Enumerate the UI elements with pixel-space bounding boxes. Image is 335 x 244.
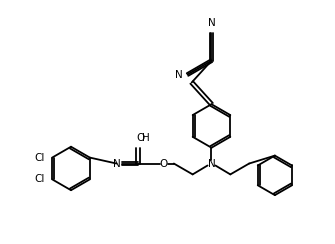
Text: N: N xyxy=(175,70,183,80)
Text: N: N xyxy=(113,159,121,169)
Text: Cl: Cl xyxy=(34,174,44,184)
Text: Cl: Cl xyxy=(34,152,44,163)
Text: N: N xyxy=(208,159,215,169)
Text: N: N xyxy=(208,18,215,28)
Text: H: H xyxy=(142,133,150,143)
Text: O: O xyxy=(136,133,144,143)
Text: O: O xyxy=(160,159,168,169)
